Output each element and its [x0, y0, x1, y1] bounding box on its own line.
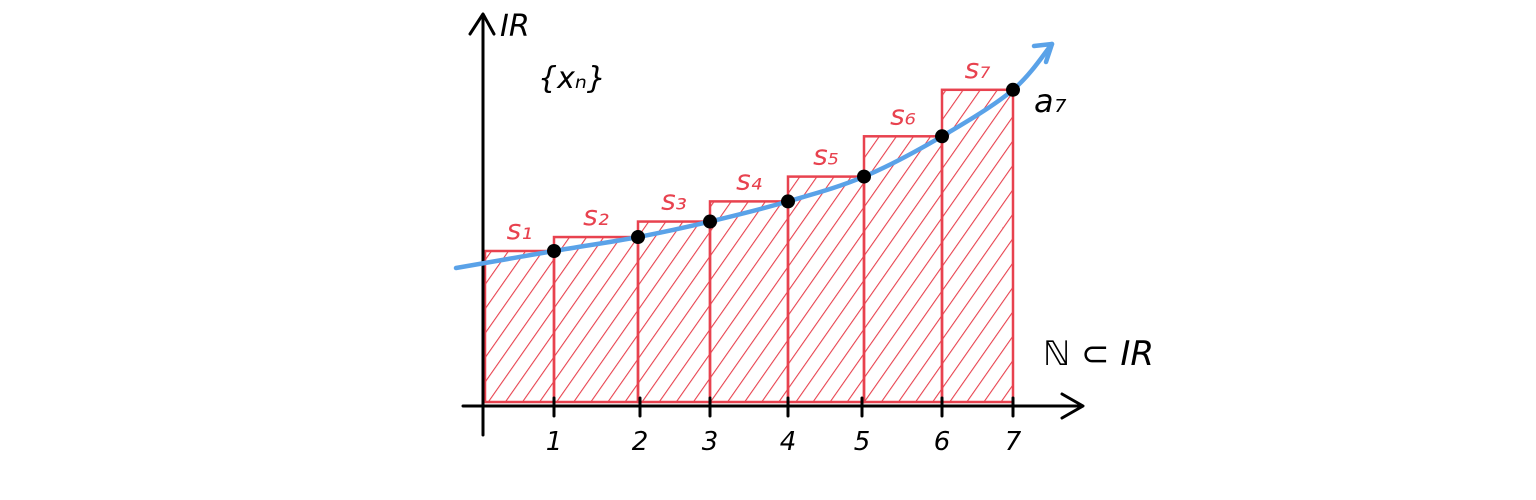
sequence-point-6 — [935, 129, 949, 144]
bar-rect-3 — [636, 220, 712, 404]
axes — [461, 12, 1085, 437]
bar-rect-4 — [708, 200, 790, 404]
bar-label-1: s₁ — [507, 213, 533, 246]
bar-5: s₅ — [786, 139, 866, 404]
x-tick-label-4: 4 — [780, 427, 797, 457]
y-axis-label: IR — [500, 9, 530, 44]
bar-2: s₂ — [552, 199, 640, 404]
x-tick-label-5: 5 — [854, 427, 871, 457]
x-tick-label-6: 6 — [934, 427, 951, 457]
ticks-layer: 1 2 3 4 5 6 7 — [546, 396, 1022, 457]
bar-rect-7 — [940, 88, 1015, 404]
bar-label-3: s₃ — [661, 184, 687, 217]
bar-rect-6 — [862, 135, 944, 404]
bar-label-4: s₄ — [736, 163, 762, 196]
x-axis-label: ℕ ⊂ IR — [1043, 334, 1154, 374]
bar-label-2: s₂ — [583, 199, 609, 232]
bar-3: s₃ — [636, 184, 712, 404]
bar-label-5: s₅ — [813, 139, 839, 172]
x-axis-arrowhead — [1060, 392, 1085, 420]
x-tick-label-7: 7 — [1005, 427, 1022, 457]
sequence-point-2 — [631, 230, 645, 245]
points-layer — [547, 82, 1020, 258]
sequence-point-4 — [781, 194, 795, 209]
x-tick-label-2: 2 — [632, 427, 649, 457]
bar-label-7: s₇ — [965, 52, 992, 85]
bar-7: s₇ — [940, 52, 1015, 404]
bar-6: s₆ — [862, 98, 944, 404]
sequence-point-5 — [857, 169, 871, 184]
y-axis-arrowhead — [468, 12, 496, 36]
sequence-point-7 — [1006, 82, 1020, 97]
curve-arrowhead — [1031, 41, 1055, 65]
bar-label-6: s₆ — [890, 98, 916, 131]
bar-4: s₄ — [708, 163, 790, 404]
bar-rect-1 — [483, 249, 556, 404]
x-tick-label-1: 1 — [546, 427, 563, 457]
bar-1: s₁ — [483, 213, 556, 404]
sequence-point-1 — [547, 244, 561, 258]
point-label-a7: a₇ — [1034, 82, 1067, 120]
bar-rect-5 — [786, 175, 866, 404]
x-tick-label-3: 3 — [702, 427, 719, 457]
sequence-point-3 — [703, 214, 717, 229]
sequence-label: {xₙ} — [538, 61, 606, 96]
bars-layer: s₁ s₂ s₃ s₄ s₅ s₆ s₇ — [483, 52, 1015, 404]
bar-rect-2 — [552, 235, 640, 404]
